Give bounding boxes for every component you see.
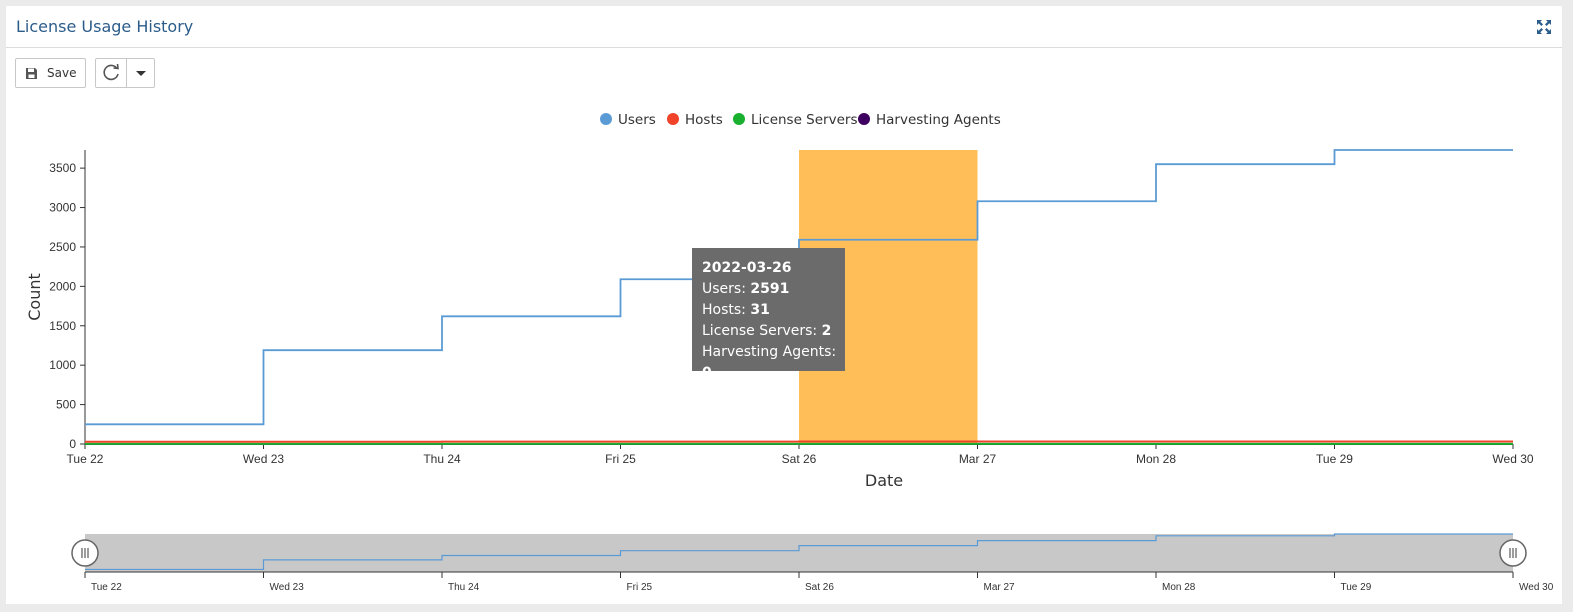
navigator-tick-label: Mar 27 [984, 582, 1016, 593]
tooltip-date: 2022-03-26 [702, 260, 792, 276]
navigator-tick-label: Mon 28 [1162, 582, 1196, 593]
legend-item-users[interactable]: Users [600, 112, 656, 128]
refresh-button[interactable] [96, 59, 127, 87]
y-tick-label: 2000 [49, 279, 76, 293]
y-tick-label: 1500 [49, 319, 76, 333]
legend-item-license-servers[interactable]: License Servers [733, 112, 858, 128]
legend-marker-hosts [667, 113, 679, 125]
navigator-tick-label: Tue 29 [1341, 582, 1372, 593]
expand-icon[interactable] [1536, 19, 1552, 35]
y-tick-label: 3500 [49, 161, 76, 175]
legend-item-harvesting-agents[interactable]: Harvesting Agents [858, 112, 1001, 128]
panel-header: License Usage History [6, 6, 1562, 48]
navigator-tick-label: Wed 30 [1519, 582, 1554, 593]
y-tick-label: 1000 [49, 358, 76, 372]
legend-marker-license-servers [733, 113, 745, 125]
y-tick-label: 0 [69, 437, 76, 451]
legend-item-hosts[interactable]: Hosts [667, 112, 723, 128]
x-axis-label: Date [865, 471, 903, 490]
chart-tooltip: 2022-03-26 Users: 2591 Hosts: 31 License… [692, 248, 845, 381]
chart-legend: Users Hosts License Servers Harvesting A… [6, 112, 1562, 132]
legend-label-users: Users [618, 112, 656, 128]
navigator-tick-label: Sat 26 [805, 582, 834, 593]
navigator-tick-label: Wed 23 [270, 582, 305, 593]
navigator-series-users [85, 533, 1513, 571]
tooltip-row-hosts: Hosts: 31 [702, 302, 770, 318]
y-tick-label: 500 [56, 398, 76, 412]
legend-label-license-servers: License Servers [751, 112, 858, 128]
legend-marker-harvesting-agents [858, 113, 870, 125]
navigator-background [85, 534, 1513, 572]
save-button[interactable]: Save [15, 58, 86, 88]
panel-title: License Usage History [16, 17, 194, 36]
x-tick-label: Mar 27 [959, 452, 997, 466]
x-tick-label: Fri 25 [605, 452, 636, 466]
navigator-tick-label: Fri 25 [627, 582, 653, 593]
x-tick-label: Wed 23 [243, 452, 284, 466]
x-tick-label: Tue 29 [1316, 452, 1353, 466]
refresh-icon [103, 63, 119, 81]
navigator-left-handle[interactable] [71, 539, 99, 567]
legend-marker-users [600, 113, 612, 125]
x-tick-label: Mon 28 [1136, 452, 1176, 466]
x-tick-label: Wed 30 [1492, 452, 1533, 466]
refresh-options-dropdown[interactable] [127, 59, 155, 87]
navigator-right-handle[interactable] [1499, 539, 1527, 567]
save-label: Save [47, 66, 77, 80]
y-axis-label: Count [25, 273, 44, 321]
save-icon [25, 67, 38, 85]
tooltip-row-license-servers: License Servers: 2 [702, 323, 832, 339]
tooltip-row-harvesting-agents: Harvesting Agents: 0 [702, 344, 837, 381]
x-tick-label: Sat 26 [782, 452, 817, 466]
legend-label-harvesting-agents: Harvesting Agents [876, 112, 1001, 128]
legend-label-hosts: Hosts [685, 112, 723, 128]
tooltip-row-users: Users: 2591 [702, 281, 790, 297]
x-tick-label: Tue 22 [67, 452, 104, 466]
navigator-tick-label: Tue 22 [91, 582, 122, 593]
y-tick-label: 3000 [49, 201, 76, 215]
caret-down-icon [136, 71, 146, 76]
x-tick-label: Thu 24 [423, 452, 461, 466]
y-tick-label: 2500 [49, 240, 76, 254]
navigator-tick-label: Thu 24 [448, 582, 480, 593]
refresh-button-group [95, 58, 155, 88]
